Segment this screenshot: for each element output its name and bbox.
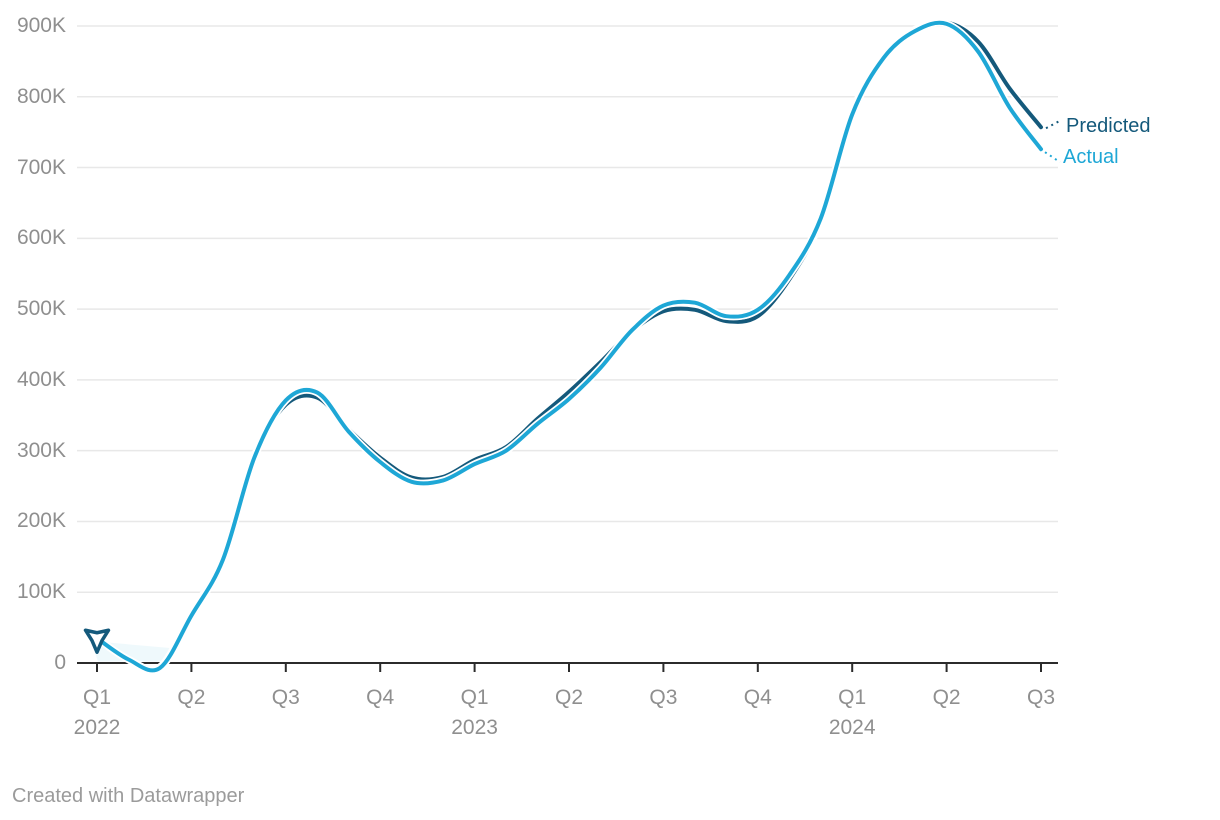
predicted-line[interactable] [95,19,1043,672]
y-tick-label: 900K [16,13,66,37]
actual-line[interactable] [95,20,1043,673]
predicted-label-connector [1045,119,1062,130]
x-tick-label: Q1 [460,686,489,709]
x-year-label: 2024 [828,716,876,739]
x-tick-label: Q1 [838,686,867,709]
x-tick-label: Q2 [932,686,961,709]
y-tick-label: 100K [16,580,66,604]
x-tick-label: Q2 [177,686,206,709]
x-year-label: 2023 [451,716,498,739]
y-tick-label: 500K [16,297,66,321]
actual-label-connector [1044,151,1061,163]
actual-line-casing [93,19,1045,675]
x-year-label: 2022 [73,716,121,739]
x-tick-label: Q1 [82,686,111,709]
legend-label-actual: Actual [1063,146,1119,169]
x-tick-label: Q3 [649,686,678,709]
x-tick-label: Q3 [271,686,300,709]
x-tick-label: Q4 [366,686,395,709]
datawrapper-credit-link[interactable]: Created with Datawrapper [12,785,245,807]
x-tick-label: Q2 [554,686,583,709]
y-tick-label: 700K [16,155,66,179]
x-tick-label: Q4 [743,686,772,709]
y-tick-label: 600K [16,226,66,250]
legend-label-predicted: Predicted [1066,115,1151,138]
start-marker-star-icon[interactable] [83,628,111,654]
y-tick-label: 200K [16,509,66,533]
y-tick-label: 400K [16,367,66,391]
x-tick-label: Q3 [1026,686,1055,709]
y-tick-label: 300K [16,438,66,462]
y-tick-label: 800K [16,84,66,108]
y-tick-label: 0 [54,651,66,674]
predicted-line-casing [93,18,1045,674]
